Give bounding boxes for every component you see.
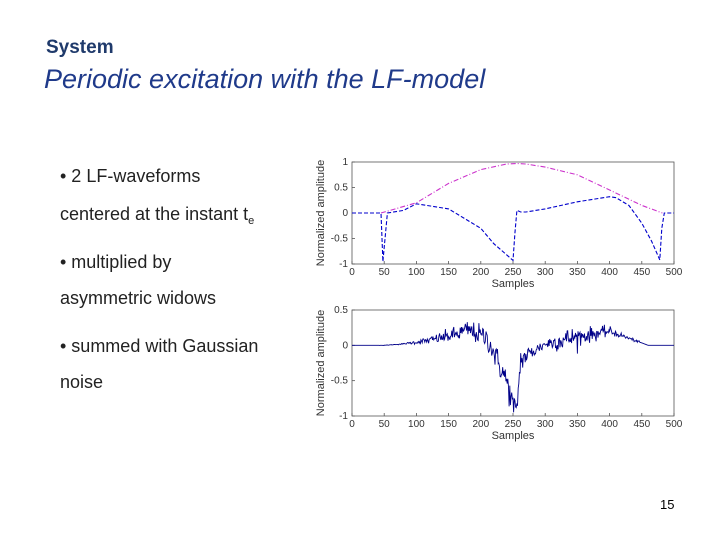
x-tick-label: 350 [569,267,586,278]
y-tick-label: -0.5 [331,376,349,387]
x-tick-label: 450 [633,419,650,430]
y-axis-label: Normalized amplitude [315,310,327,416]
plot-noisy-excitation: 0 50 100 150 200 250 300 350 400 450 500 0.5 0 -0.5 -1… [315,305,683,442]
series-line-1 [352,196,674,262]
x-tick-label: 400 [601,419,618,430]
bullet-1-line-2: centered at the instant te [60,204,254,227]
x-tick-label: 350 [569,419,586,430]
x-tick-label: 300 [537,267,554,278]
x-tick-label: 0 [349,267,355,278]
x-tick-label: 100 [408,267,425,278]
bullet-1-line-1: • 2 LF-waveforms [60,166,201,186]
y-axis-label: Normalized amplitude [315,160,327,266]
y-tick-label: 0 [342,340,348,351]
x-tick-label: 50 [379,419,391,430]
y-tick-label: -1 [339,259,348,270]
y-tick-label: 0.5 [334,183,348,194]
x-tick-label: 500 [666,267,683,278]
x-tick-label: 0 [349,419,355,430]
page-number: 15 [660,497,675,512]
y-tick-label: 1 [342,157,348,168]
bullet-2-line-2: asymmetric widows [60,288,217,308]
x-tick-label: 300 [537,419,554,430]
x-tick-label: 250 [505,419,522,430]
x-tick-label: 150 [440,267,457,278]
x-tick-label: 400 [601,267,618,278]
y-tick-label: 0.5 [334,305,348,316]
x-tick-label: 250 [505,267,522,278]
x-tick-label: 450 [633,267,650,278]
bullet-1-line-2-text: centered at the instant t [60,204,249,224]
bullet-1-subscript: e [248,215,255,227]
bullet-2-line-1: • multiplied by [60,252,172,272]
x-tick-label: 50 [379,267,391,278]
section-label: System [46,37,114,58]
series-line-2 [380,162,663,214]
y-tick-label: 0 [342,208,348,219]
y-tick-label: -0.5 [331,234,349,245]
x-tick-label: 500 [666,419,683,430]
bullet-3-line-1: • summed with Gaussian [60,336,259,356]
series-line-1 [352,322,674,413]
axes-frame [351,161,675,265]
x-axis-label: Samples [492,278,535,290]
x-tick-label: 100 [408,419,425,430]
y-tick-label: -1 [339,411,348,422]
x-axis-label: Samples [492,430,535,442]
x-tick-label: 150 [440,419,457,430]
x-tick-label: 200 [472,419,489,430]
slide-title: Periodic excitation with the LF-model [44,64,486,94]
plot-lf-waveforms: 0 50 100 150 200 250 300 350 400 450 500 1 0.5 0 -0.5 -… [315,157,683,290]
bullet-3-line-2: noise [60,372,104,392]
x-tick-label: 200 [472,267,489,278]
